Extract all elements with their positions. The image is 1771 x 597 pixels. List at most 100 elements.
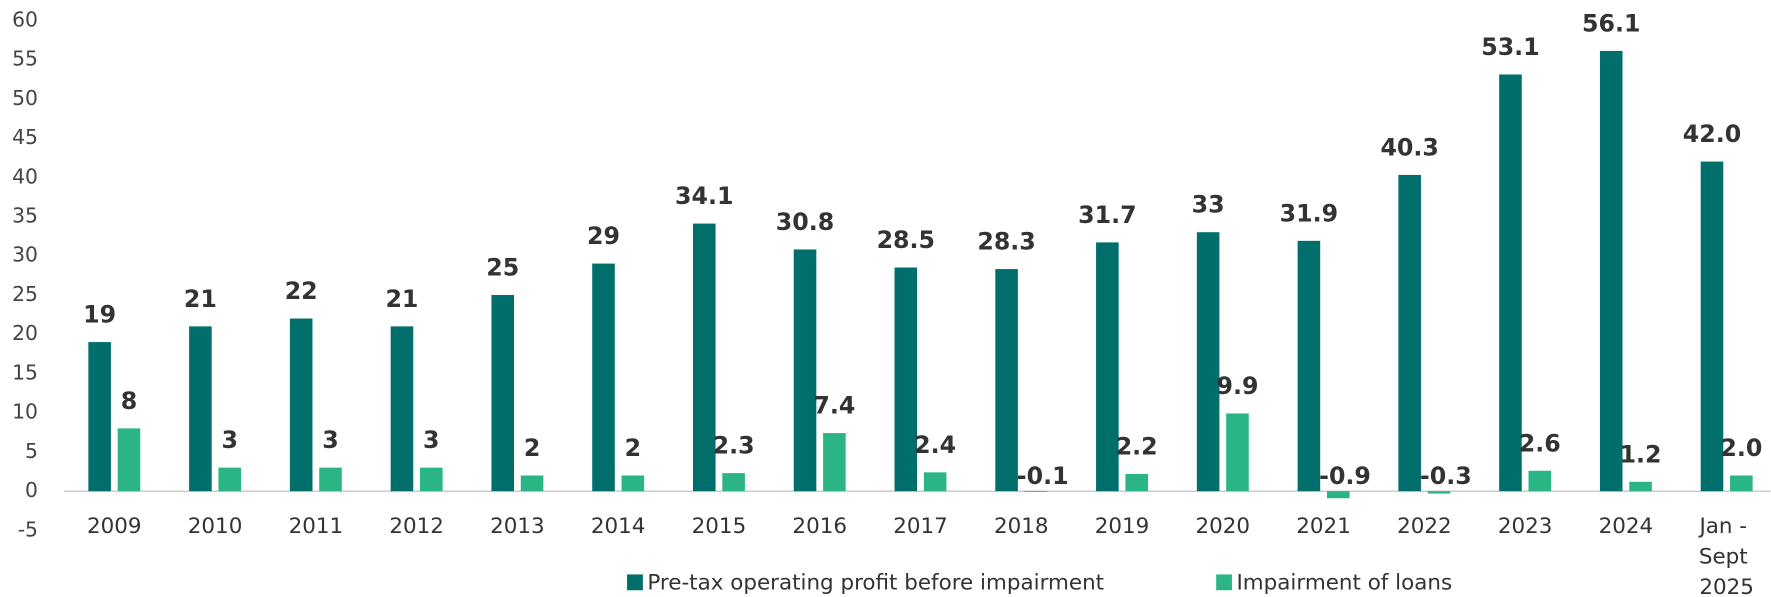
value-label: 22 <box>285 277 318 305</box>
value-label: 42.0 <box>1683 120 1741 148</box>
value-label: 2.6 <box>1519 429 1561 457</box>
bar <box>1398 174 1421 492</box>
bar <box>1599 50 1623 492</box>
bar <box>1700 161 1724 492</box>
value-label: 2.2 <box>1116 432 1158 460</box>
y-tick-label: 60 <box>12 7 38 31</box>
value-label: 53.1 <box>1481 33 1539 61</box>
x-tick-label: 2019 <box>1095 514 1150 539</box>
y-tick-label: 5 <box>25 439 38 463</box>
bar <box>1730 475 1753 492</box>
value-label: 3 <box>222 426 238 454</box>
x-tick-label: 2020 <box>1196 514 1251 539</box>
bar <box>592 263 615 492</box>
bar <box>1297 240 1321 492</box>
bar <box>319 467 342 492</box>
bar <box>722 473 745 492</box>
x-tick-label: 2012 <box>389 514 444 539</box>
legend-label: Pre-tax operating profit before impairme… <box>647 570 1104 595</box>
bar <box>1528 470 1552 492</box>
value-label: 2.3 <box>713 432 755 460</box>
bar <box>1629 481 1652 492</box>
value-label: 3 <box>322 426 338 454</box>
x-tick-label: 2021 <box>1296 514 1351 539</box>
value-label: 3 <box>423 426 439 454</box>
y-tick-label: 40 <box>12 164 38 188</box>
bar <box>1125 473 1148 492</box>
y-tick-label: 50 <box>12 86 38 110</box>
y-tick-label: 35 <box>12 204 38 228</box>
y-tick-label: 10 <box>12 400 38 424</box>
value-label: 21 <box>385 285 418 313</box>
value-label: 28.5 <box>877 226 935 254</box>
bar <box>1196 232 1220 492</box>
y-tick-label: 25 <box>12 282 38 306</box>
bar <box>88 342 111 492</box>
legend-label: Impairment of loans <box>1236 570 1452 595</box>
value-label: -0.1 <box>1017 462 1069 490</box>
bar <box>1326 491 1350 499</box>
bar <box>491 294 515 492</box>
bar <box>1499 74 1522 492</box>
value-label: 9.9 <box>1216 372 1258 400</box>
value-label: 25 <box>486 254 519 282</box>
value-label: 30.8 <box>776 208 834 236</box>
x-tick-label: 2009 <box>87 514 142 539</box>
bar <box>995 269 1018 492</box>
bar <box>390 326 414 492</box>
value-label: -0.9 <box>1319 462 1371 490</box>
y-tick-label: 20 <box>12 321 38 345</box>
x-tick-label: 2017 <box>893 514 948 539</box>
y-tick-label: 0 <box>25 478 38 502</box>
value-label: 21 <box>184 285 217 313</box>
value-label: 2.4 <box>914 431 956 459</box>
y-tick-label: 45 <box>12 125 38 149</box>
y-tick-label: -5 <box>18 517 38 541</box>
y-tick-label: 15 <box>12 360 38 384</box>
bar <box>894 267 918 492</box>
bar <box>923 472 947 492</box>
bar <box>117 428 141 492</box>
x-tick-label: 2015 <box>692 514 747 539</box>
value-label: 7.4 <box>813 392 855 420</box>
bar <box>1024 491 1048 492</box>
value-label: 8 <box>121 387 137 415</box>
legend-swatch <box>1216 574 1232 591</box>
bar <box>218 467 242 492</box>
x-tick-label: 2024 <box>1599 514 1654 539</box>
value-label: 2 <box>625 434 641 462</box>
value-label: 2 <box>524 434 540 462</box>
bar <box>289 318 313 492</box>
x-tick-label: 2023 <box>1498 514 1553 539</box>
value-label: 33 <box>1192 191 1225 219</box>
bar <box>823 433 846 492</box>
x-tick-label: 2014 <box>591 514 646 539</box>
value-label: 29 <box>587 222 620 250</box>
x-tick-label: 2010 <box>188 514 243 539</box>
x-tick-label: 2013 <box>490 514 545 539</box>
x-tick-label: 2011 <box>289 514 344 539</box>
value-label: 40.3 <box>1380 133 1438 161</box>
value-label: -0.3 <box>1420 462 1472 490</box>
bar <box>520 475 544 492</box>
bar <box>692 223 716 492</box>
x-tick-label: 2016 <box>792 514 847 539</box>
x-tick-label: Jan - Sept 2025 <box>1697 514 1754 597</box>
bar <box>621 475 645 492</box>
value-label: 1.2 <box>1620 440 1662 468</box>
value-label: 28.3 <box>977 228 1035 256</box>
value-label: 2.0 <box>1720 434 1762 462</box>
bar <box>189 326 212 492</box>
bar <box>1427 491 1451 494</box>
value-label: 31.9 <box>1280 199 1338 227</box>
legend-swatch <box>627 574 643 591</box>
value-label: 56.1 <box>1582 9 1640 37</box>
x-tick-label: 2018 <box>994 514 1049 539</box>
value-label: 34.1 <box>675 182 733 210</box>
bar <box>1096 242 1119 492</box>
value-label: 31.7 <box>1078 201 1136 229</box>
bar <box>793 249 817 492</box>
x-tick-label: 2022 <box>1397 514 1452 539</box>
bar <box>1226 413 1249 492</box>
